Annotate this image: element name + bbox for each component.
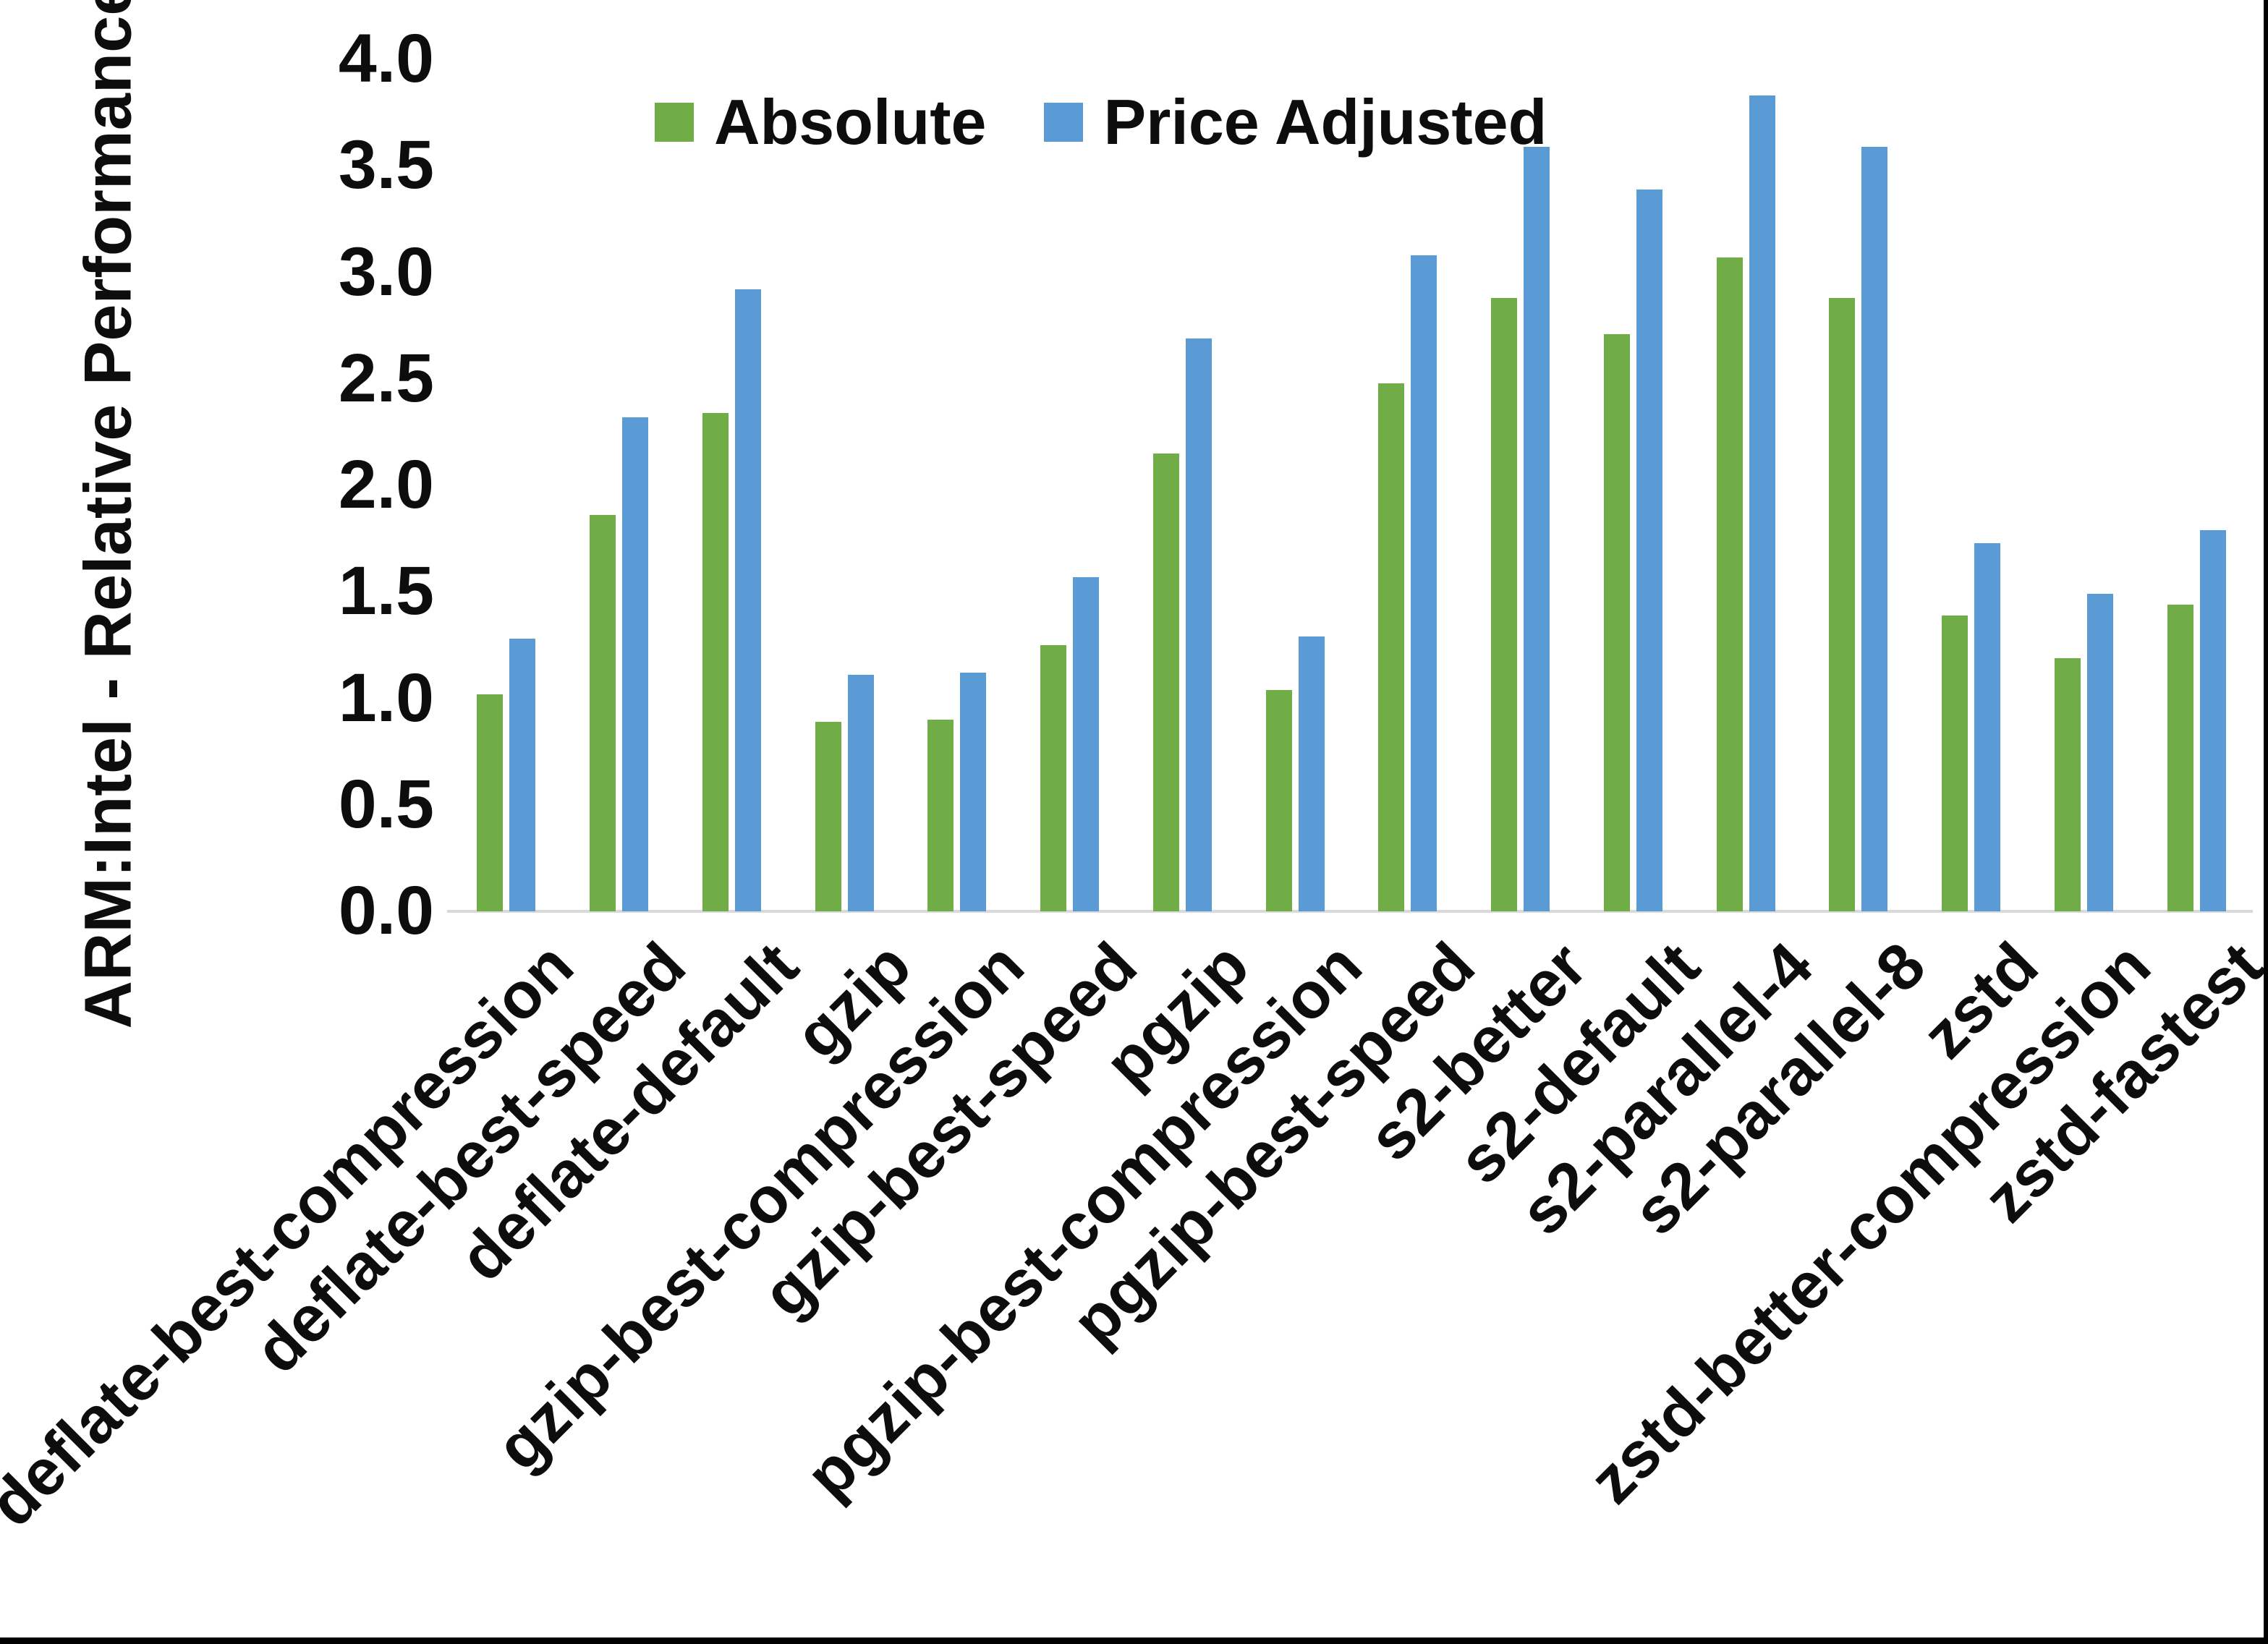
y-tick-1.0: 1.0 bbox=[338, 659, 434, 736]
legend-swatch-price-adjusted bbox=[1044, 103, 1084, 142]
y-tick-0.5: 0.5 bbox=[338, 765, 434, 843]
legend-swatch-absolute bbox=[655, 103, 694, 142]
bar-price-adjusted-pgzip bbox=[1185, 338, 1212, 911]
legend-label-absolute: Absolute bbox=[714, 86, 987, 158]
bar-absolute-gzip-best-speed bbox=[1040, 644, 1067, 911]
y-tick-0.0: 0.0 bbox=[338, 872, 434, 949]
bar-price-adjusted-deflate-best-compression bbox=[509, 639, 536, 911]
bar-absolute-deflate-best-compression bbox=[477, 694, 504, 911]
bar-absolute-s2-default bbox=[1603, 333, 1630, 911]
x-axis-line bbox=[447, 910, 2253, 913]
bar-price-adjusted-deflate-best-speed bbox=[622, 417, 649, 911]
bar-absolute-pgzip-best-compression bbox=[1265, 689, 1292, 911]
bar-price-adjusted-pgzip-best-speed bbox=[1411, 255, 1437, 911]
y-tick-4.0: 4.0 bbox=[338, 20, 434, 97]
bar-absolute-pgzip bbox=[1152, 453, 1179, 911]
legend: Absolute Price Adjusted bbox=[655, 85, 1547, 159]
y-axis-title: ARM:Intel - Relative Performance bbox=[71, 0, 145, 1029]
bar-price-adjusted-s2-parallel-4 bbox=[1749, 95, 1775, 911]
bar-absolute-deflate-best-speed bbox=[590, 515, 616, 911]
y-tick-3.5: 3.5 bbox=[338, 127, 434, 204]
bar-price-adjusted-s2-better bbox=[1524, 146, 1550, 911]
y-tick-2.0: 2.0 bbox=[338, 446, 434, 523]
bar-price-adjusted-gzip-best-speed bbox=[1073, 576, 1100, 911]
bar-price-adjusted-deflate-default bbox=[734, 289, 761, 911]
frame-border-right bbox=[2264, 0, 2268, 1644]
bar-price-adjusted-zstd bbox=[1974, 542, 2001, 911]
legend-label-price-adjusted: Price Adjusted bbox=[1103, 86, 1547, 158]
y-tick-1.5: 1.5 bbox=[338, 553, 434, 630]
frame-border-bottom bbox=[0, 1637, 2268, 1644]
bar-price-adjusted-zstd-fastest bbox=[2199, 529, 2226, 911]
bar-price-adjusted-gzip-best-compression bbox=[960, 673, 987, 911]
bar-price-adjusted-pgzip-best-compression bbox=[1298, 636, 1325, 911]
bar-absolute-pgzip-best-speed bbox=[1378, 383, 1405, 911]
bar-absolute-zstd-better-compression bbox=[2054, 657, 2081, 911]
bar-absolute-zstd bbox=[1942, 615, 1968, 911]
legend-item-price-adjusted: Price Adjusted bbox=[1044, 85, 1547, 159]
y-tick-2.5: 2.5 bbox=[338, 339, 434, 417]
bar-price-adjusted-s2-parallel-8 bbox=[1861, 146, 1888, 911]
bar-absolute-s2-parallel-4 bbox=[1716, 257, 1743, 911]
bar-price-adjusted-zstd-better-compression bbox=[2086, 594, 2113, 911]
bar-absolute-gzip-best-compression bbox=[927, 719, 954, 911]
bar-absolute-deflate-default bbox=[702, 412, 729, 911]
bar-absolute-s2-parallel-8 bbox=[1829, 297, 1856, 911]
bar-price-adjusted-s2-default bbox=[1636, 189, 1662, 911]
bar-price-adjusted-gzip bbox=[847, 675, 874, 911]
bar-absolute-zstd-fastest bbox=[2167, 604, 2193, 911]
legend-item-absolute: Absolute bbox=[655, 85, 986, 159]
bar-absolute-s2-better bbox=[1491, 297, 1518, 911]
bar-absolute-gzip bbox=[815, 721, 841, 911]
y-tick-3.0: 3.0 bbox=[338, 233, 434, 310]
